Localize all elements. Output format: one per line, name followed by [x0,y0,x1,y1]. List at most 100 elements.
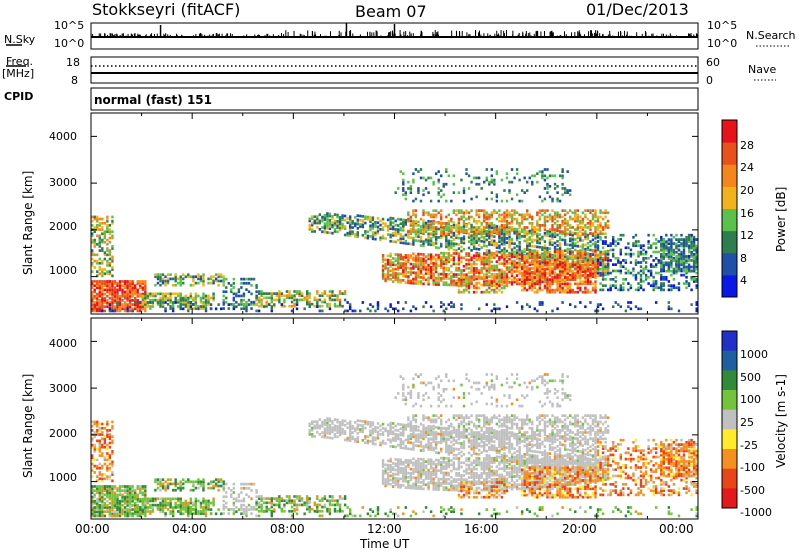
power-cell [440,221,443,225]
power-cell [551,290,554,294]
power-cell [369,309,372,313]
power-cell [123,282,127,285]
power-cell [520,284,524,288]
power-cell [670,259,673,263]
power-cell [424,301,428,304]
power-cell [270,292,273,295]
power-cell [660,261,663,265]
power-cell [311,215,314,219]
power-cell [606,224,610,227]
power-cell [523,235,526,239]
power-cell [184,303,187,306]
power-cell [427,282,430,286]
power-cell [563,290,567,294]
power-cell [139,301,142,304]
power-cell [498,276,501,279]
power-cell [121,307,124,311]
power-cell [116,307,119,311]
power-cell [510,274,514,278]
power-cell [328,290,332,293]
power-cell [424,272,428,275]
power-cell [500,236,504,240]
power-cell [495,272,499,276]
power-cell [113,307,117,311]
power-cell [642,271,645,275]
power-cell [647,242,650,245]
power-cell [483,275,486,279]
power-cell [680,263,683,267]
power-cell [520,189,524,192]
power-cell [397,232,400,236]
power-cell [450,239,453,243]
power-cell [574,256,577,260]
power-cell [412,277,415,281]
power-cell [667,305,671,309]
power-cell [404,242,408,245]
power-cell [581,268,585,271]
velocity-cell [91,499,94,503]
velocity-cell [98,504,101,507]
power-cell [265,304,268,308]
power-cell [500,230,504,233]
power-cell [680,257,683,260]
power-cell [561,290,564,294]
power-cell [159,283,162,287]
power-cell [500,290,504,294]
power-cell [404,193,408,197]
power-cell [601,228,605,231]
power-cell [503,257,506,261]
power-cell [442,256,445,259]
power-cell [232,281,236,285]
power-cell [293,290,296,293]
power-cell [667,246,671,250]
power-cell [508,252,511,255]
power-cell [103,284,107,288]
velocity-cell [108,491,112,495]
power-cell [601,256,605,260]
power-cell [510,226,514,229]
power-cell [161,294,165,298]
power-cell [518,240,521,244]
power-cell [692,278,696,281]
power-cell [391,269,395,273]
power-cell [295,292,299,295]
power-cell [184,298,187,302]
power-cell [472,217,476,221]
power-cell [199,277,203,281]
power-cell [103,305,107,309]
power-cell [685,280,688,283]
power-cell [321,215,324,219]
power-cell [500,280,504,284]
power-cell [538,286,542,290]
power-cell [182,296,185,300]
power-cell [528,215,531,219]
power-cell [91,294,94,298]
power-cell [98,217,101,221]
power-cell [356,222,359,226]
power-cell [313,221,316,225]
power-cell [594,245,597,248]
power-cell [652,288,655,292]
freq-strip [6,56,776,84]
velocity-cell [118,485,122,488]
power-cell [338,228,342,232]
power-cell [483,232,486,236]
power-cell [591,269,595,273]
power-cell [96,280,99,283]
power-cell [692,246,696,250]
power-cell [480,239,483,243]
power-cell [407,217,410,221]
power-cell [407,242,410,246]
power-cell [404,223,408,226]
power-cell [515,236,519,240]
power-cell [351,219,354,223]
power-cell [376,225,380,229]
power-cell [586,252,590,256]
power-cell [660,288,663,292]
power-cell [526,180,529,184]
power-cell [551,197,554,201]
power-cell [214,277,218,281]
power-cell [159,303,162,306]
power-cell [394,274,397,277]
power-cell [526,254,529,258]
